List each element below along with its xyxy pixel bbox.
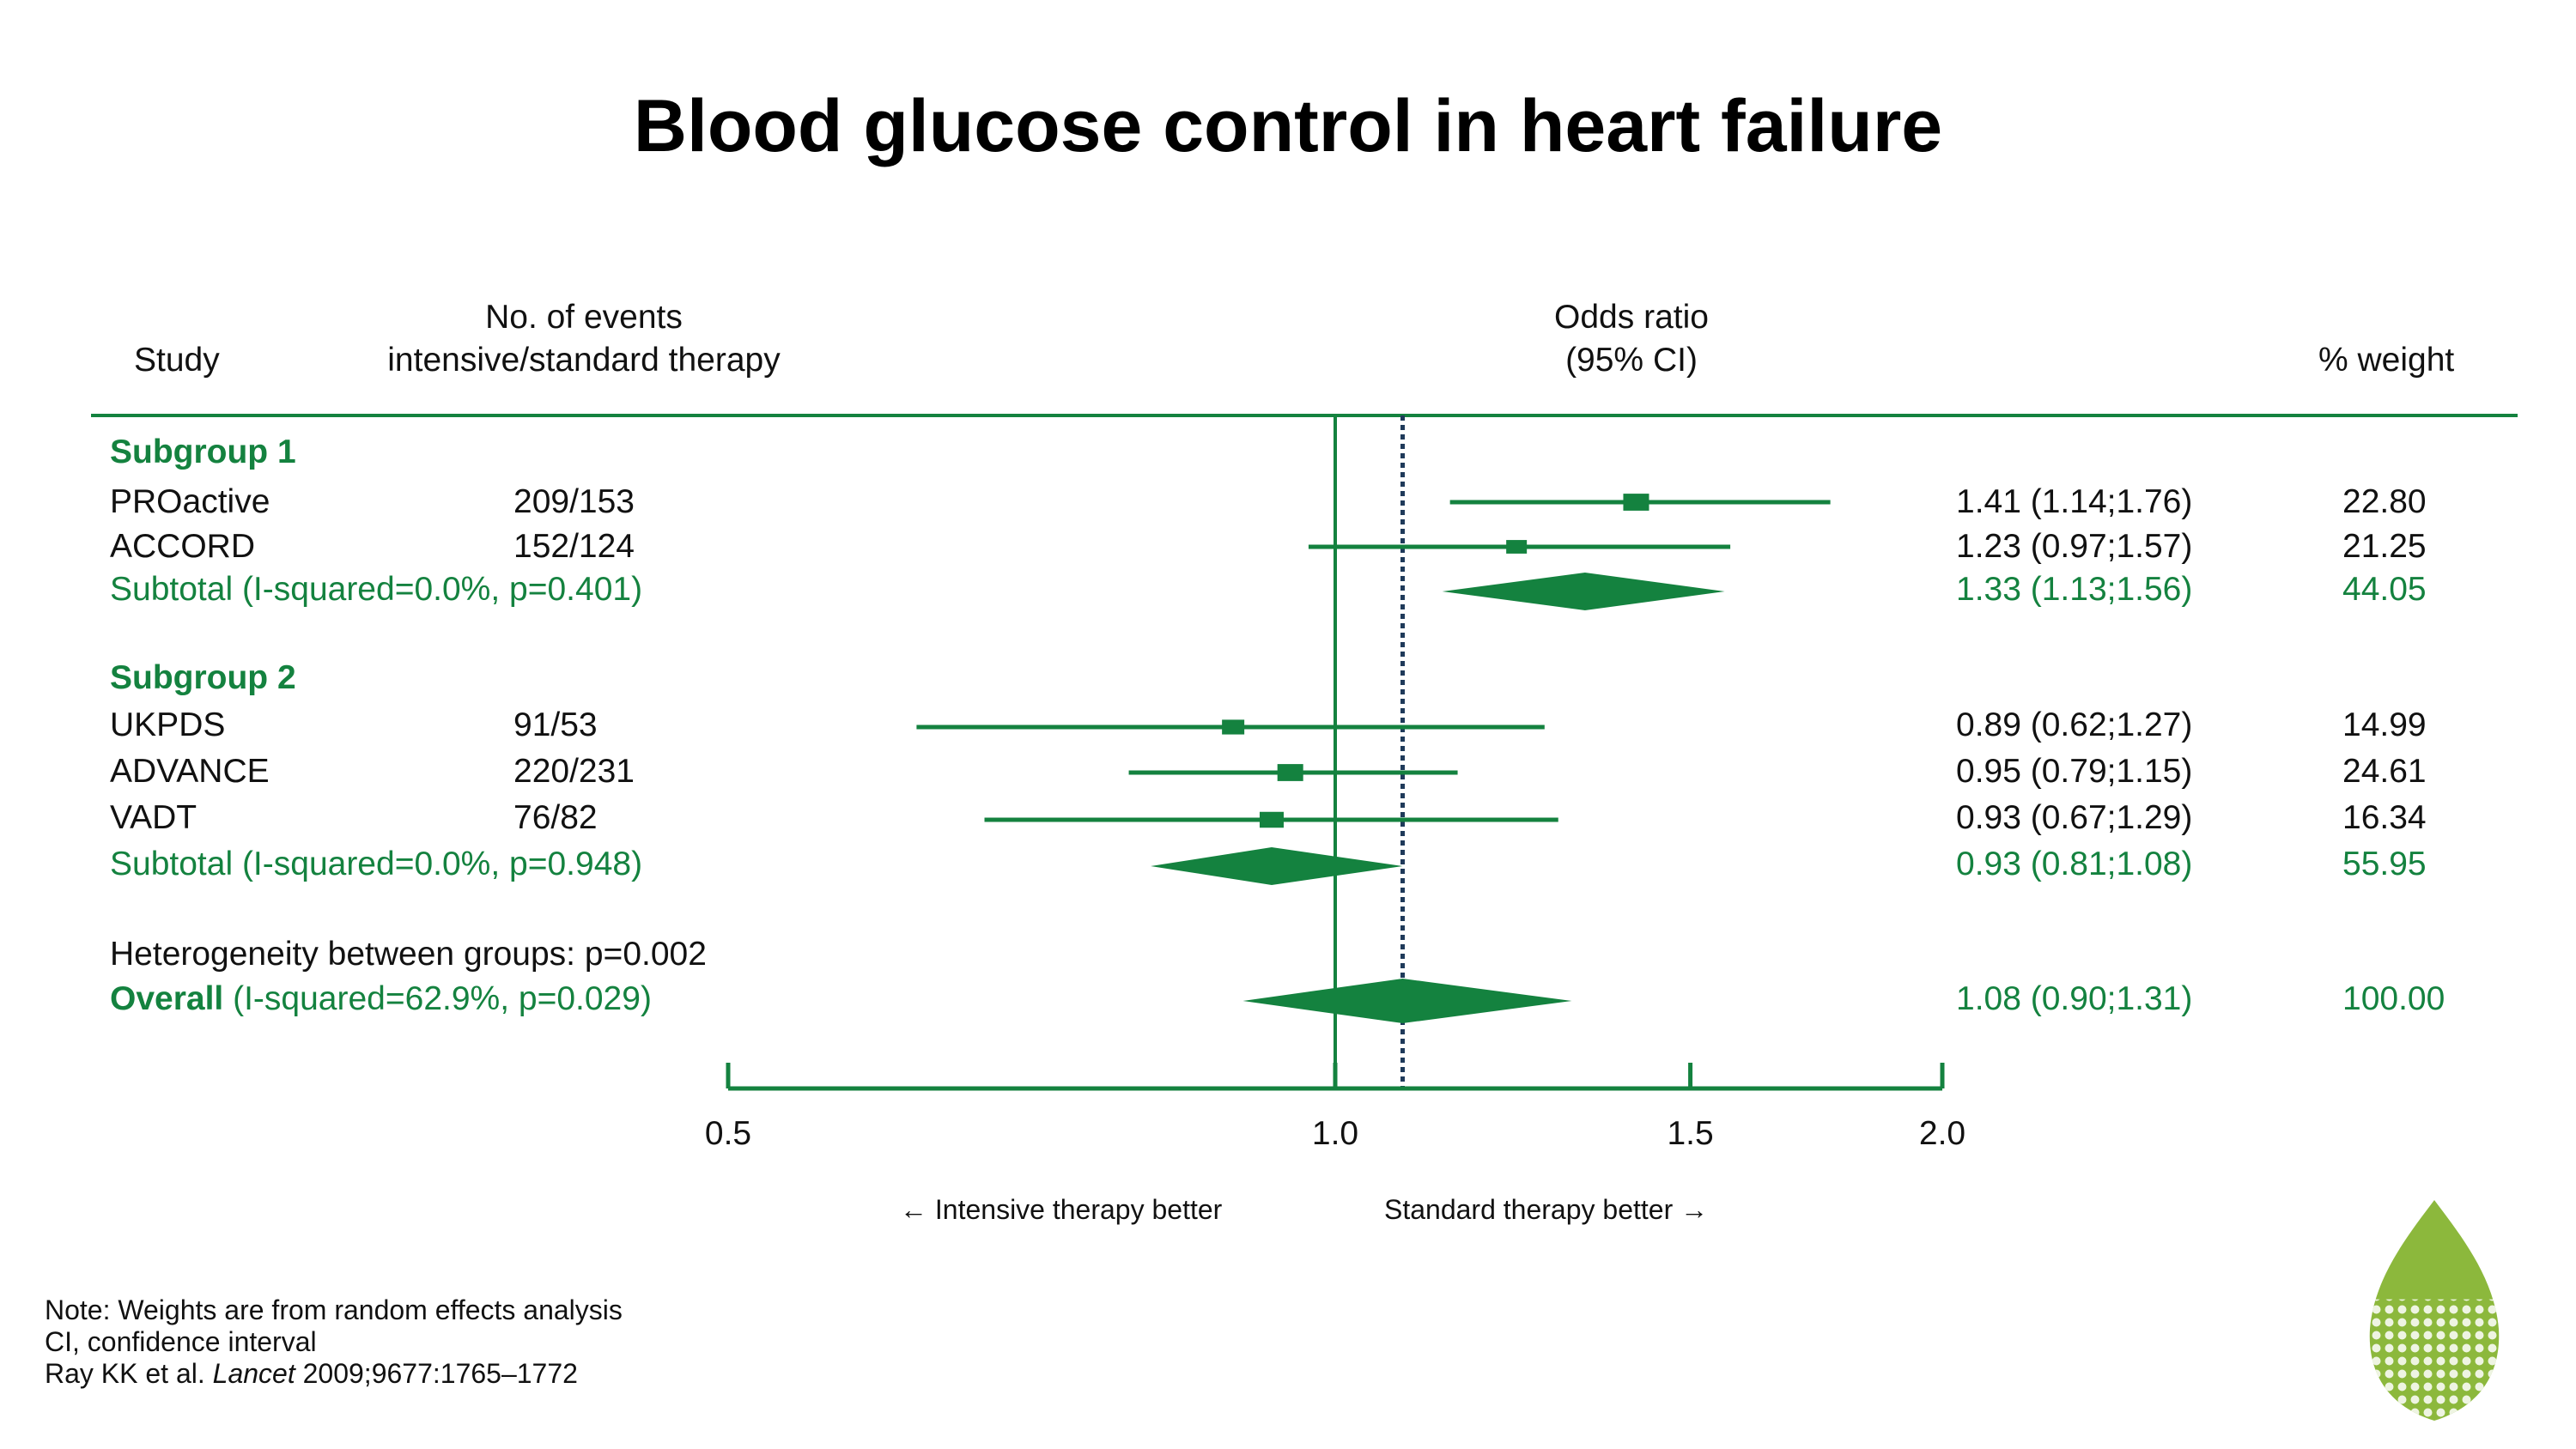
- note-reference-authors: Ray KK et al.: [45, 1358, 213, 1389]
- overall-diamond: [1242, 979, 1572, 1023]
- overall-label-bold: Overall: [110, 980, 224, 1017]
- study-ci-vadt: 0.93 (0.67;1.29): [1956, 799, 2193, 836]
- study-ci-proactive: 1.41 (1.14;1.76): [1956, 483, 2193, 520]
- header-odds-ratio-line2: (95% CI): [1565, 342, 1698, 379]
- note-ci: CI, confidence interval: [45, 1326, 317, 1357]
- header-odds-ratio: Odds ratio (95% CI): [1460, 296, 1803, 382]
- overall-label-rest: (I-squared=62.9%, p=0.029): [223, 980, 652, 1017]
- left-direction-label: ← Intensive therapy better: [900, 1194, 1223, 1225]
- header-events: No. of events intensive/standard therapy: [326, 296, 841, 382]
- study-name-proactive: PROactive: [110, 483, 270, 520]
- study-weight-advance: 24.61: [2342, 753, 2427, 790]
- header-events-line2: intensive/standard therapy: [387, 342, 781, 379]
- note-weights: Note: Weights are from random effects an…: [45, 1294, 623, 1325]
- plot-marks: [916, 415, 1831, 1088]
- header-study: Study: [134, 342, 220, 379]
- header-weight: % weight: [2318, 342, 2455, 379]
- point-estimate-vadt: [1259, 811, 1284, 828]
- point-estimate-ukpds: [1222, 719, 1245, 735]
- x-tick-label-2: 1.5: [1667, 1115, 1713, 1152]
- point-estimate-accord: [1506, 540, 1528, 554]
- study-name-advance: ADVANCE: [110, 753, 270, 790]
- study-name-vadt: VADT: [110, 799, 197, 836]
- heterogeneity-label: Heterogeneity between groups: p=0.002: [110, 936, 707, 973]
- study-events-advance: 220/231: [513, 753, 635, 790]
- study-weight-proactive: 22.80: [2342, 483, 2427, 520]
- header-events-line1: No. of events: [485, 299, 683, 336]
- page-title: Blood glucose control in heart failure: [633, 85, 1943, 167]
- study-weight-ukpds: 14.99: [2342, 706, 2427, 743]
- subgroup-1-title: Subgroup 1: [110, 433, 296, 470]
- note-reference-journal: Lancet: [212, 1358, 295, 1389]
- study-weight-vadt: 16.34: [2342, 799, 2427, 836]
- note-reference-citation: 2009;9677:1765–1772: [295, 1358, 578, 1389]
- x-tick-label-1: 1.0: [1312, 1115, 1358, 1152]
- note-reference: Ray KK et al. Lancet 2009;9677:1765–1772: [45, 1358, 578, 1390]
- subtotal-2-ci: 0.93 (0.81;1.08): [1956, 846, 2193, 882]
- subtotal-1-weight: 44.05: [2342, 571, 2427, 608]
- x-axis: 0.5 1.0 1.5 2.0: [705, 1063, 1965, 1152]
- study-name-ukpds: UKPDS: [110, 706, 226, 743]
- study-events-ukpds: 91/53: [513, 706, 598, 743]
- subtotal-1-label: Subtotal (I-squared=0.0%, p=0.401): [110, 571, 643, 608]
- study-events-vadt: 76/82: [513, 799, 598, 836]
- subtotal-diamond-2: [1151, 847, 1403, 885]
- subgroup-2-title: Subgroup 2: [110, 659, 296, 696]
- overall-label: Overall (I-squared=62.9%, p=0.029): [110, 980, 652, 1018]
- study-events-accord: 152/124: [513, 528, 635, 565]
- study-events-proactive: 209/153: [513, 483, 635, 520]
- overall-ci: 1.08 (0.90;1.31): [1956, 980, 2193, 1017]
- subtotal-2-weight: 55.95: [2342, 846, 2427, 882]
- study-ci-accord: 1.23 (0.97;1.57): [1956, 528, 2193, 565]
- point-estimate-advance: [1277, 764, 1303, 781]
- point-estimate-proactive: [1623, 494, 1649, 511]
- right-direction-label: Standard therapy better →: [1384, 1194, 1709, 1225]
- x-tick-label-3: 2.0: [1919, 1115, 1965, 1152]
- x-tick-label-0: 0.5: [705, 1115, 751, 1152]
- study-ci-advance: 0.95 (0.79;1.15): [1956, 753, 2193, 790]
- subtotal-diamond-1: [1442, 573, 1725, 610]
- study-ci-ukpds: 0.89 (0.62;1.27): [1956, 706, 2193, 743]
- overall-weight: 100.00: [2342, 980, 2445, 1017]
- study-weight-accord: 21.25: [2342, 528, 2427, 565]
- leaf-logo-icon: [2369, 1200, 2500, 1421]
- header-odds-ratio-line1: Odds ratio: [1554, 299, 1709, 336]
- subtotal-2-label: Subtotal (I-squared=0.0%, p=0.948): [110, 846, 643, 882]
- study-name-accord: ACCORD: [110, 528, 256, 565]
- subtotal-1-ci: 1.33 (1.13;1.56): [1956, 571, 2193, 608]
